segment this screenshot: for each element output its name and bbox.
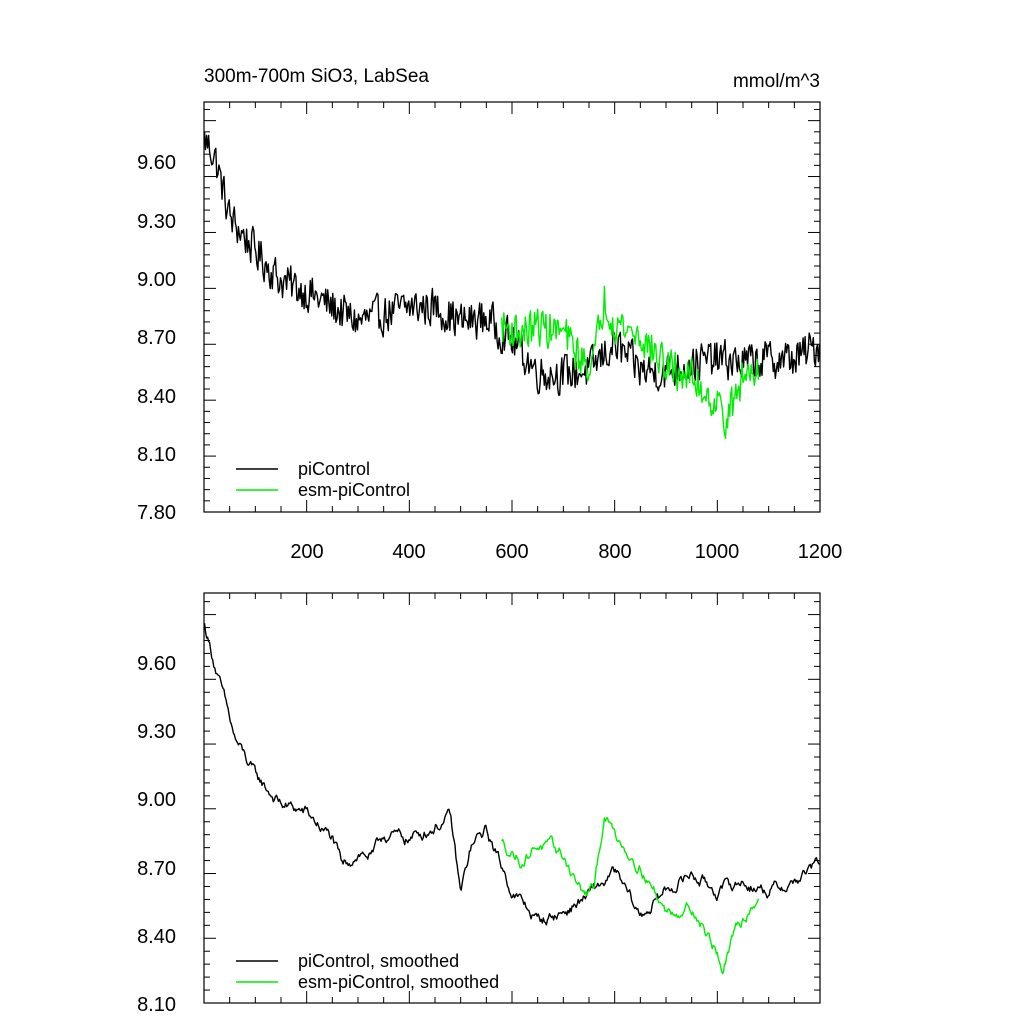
y-tick-label: 8.70 bbox=[137, 858, 176, 880]
y-tick-label: 8.40 bbox=[137, 926, 176, 948]
legend-label-picontrol-smoothed: piControl, smoothed bbox=[298, 951, 459, 971]
legend-label-esm-picontrol-smoothed: esm-piControl, smoothed bbox=[298, 972, 499, 992]
bottom-plot-y-tick-labels: 8.10 8.40 8.70 9.00 9.30 9.60 bbox=[137, 653, 176, 1016]
bottom-plot: 8.10 8.40 8.70 9.00 9.30 9.60 piControl,… bbox=[137, 592, 821, 1016]
top-plot-units: mmol/m^3 bbox=[733, 71, 820, 92]
y-tick-label: 8.70 bbox=[137, 327, 176, 349]
x-tick-label: 1000 bbox=[695, 541, 740, 563]
y-tick-label: 8.40 bbox=[137, 386, 176, 408]
x-tick-label: 400 bbox=[392, 541, 425, 563]
top-plot-series bbox=[203, 131, 821, 439]
y-tick-label: 9.60 bbox=[137, 152, 176, 174]
top-plot-ticks bbox=[203, 102, 821, 513]
bottom-plot-series bbox=[203, 623, 821, 975]
y-tick-label: 9.30 bbox=[137, 211, 176, 233]
bottom-plot-ticks bbox=[203, 593, 821, 1004]
y-tick-label: 9.00 bbox=[137, 269, 176, 291]
y-tick-label: 9.60 bbox=[137, 653, 176, 675]
bottom-plot-legend: piControl, smoothed esm-piControl, smoot… bbox=[236, 951, 499, 992]
top-plot-x-tick-labels: 200 400 600 800 1000 1200 bbox=[290, 541, 842, 563]
x-tick-label: 800 bbox=[598, 541, 631, 563]
y-tick-label: 8.10 bbox=[137, 994, 176, 1016]
legend-label-picontrol: piControl bbox=[298, 459, 370, 479]
series-line-esm-picontrol bbox=[501, 285, 760, 439]
series-line-picontrol-smoothed bbox=[203, 623, 821, 926]
legend-label-esm-picontrol: esm-piControl bbox=[298, 480, 410, 500]
x-tick-label: 600 bbox=[495, 541, 528, 563]
bottom-plot-frame bbox=[203, 592, 821, 1004]
series-line-esm-picontrol-smoothed bbox=[501, 817, 760, 975]
y-tick-label: 7.80 bbox=[137, 502, 176, 524]
x-tick-label: 1200 bbox=[798, 541, 843, 563]
series-line-picontrol bbox=[203, 131, 821, 396]
y-tick-label: 9.00 bbox=[137, 789, 176, 811]
top-plot: 300m-700m SiO3, LabSea mmol/m^3 7.80 8.1… bbox=[137, 66, 842, 563]
top-plot-title: 300m-700m SiO3, LabSea bbox=[204, 66, 429, 87]
top-plot-legend: piControl esm-piControl bbox=[236, 459, 410, 500]
x-tick-label: 200 bbox=[290, 541, 323, 563]
top-plot-y-tick-labels: 7.80 8.10 8.40 8.70 9.00 9.30 9.60 bbox=[137, 152, 176, 524]
y-tick-label: 9.30 bbox=[137, 721, 176, 743]
y-tick-label: 8.10 bbox=[137, 444, 176, 466]
top-plot-frame bbox=[203, 101, 821, 513]
